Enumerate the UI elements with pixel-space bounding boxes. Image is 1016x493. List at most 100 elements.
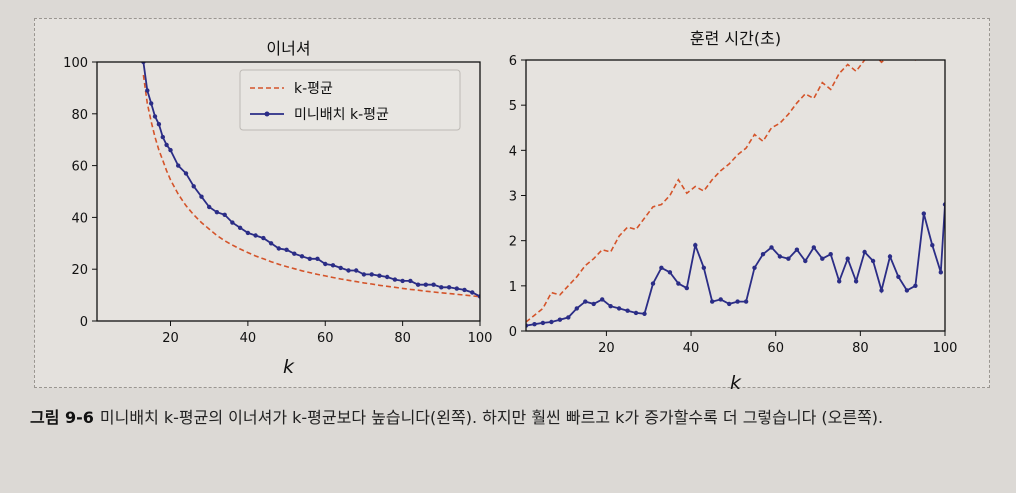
inertia-minibatch-point [156,122,162,127]
training-time-minibatch-point [625,308,630,313]
inertia-minibatch-point [315,256,320,261]
inertia-minibatch-point [168,147,173,153]
training-time-ticks: 20 40 60 80 100 0 1 2 3 4 5 6 [509,54,958,356]
inertia-y-tick-label: 60 [71,160,88,175]
training-time-minibatch-point [811,245,816,250]
inertia-x-tick-label: 60 [317,331,334,346]
inertia-x-tick-label: 40 [240,331,257,346]
training-time-minibatch-point [786,256,791,261]
training-time-minibatch-point [777,254,783,259]
inertia-minibatch-point [176,163,181,168]
legend-label-kmeans: k-평균 [294,81,333,97]
inertia-minibatch-point [292,251,297,256]
training-time-minibatch-point [921,211,926,216]
training-time-minibatch-point [853,279,859,284]
inertia-minibatch-point [361,272,367,277]
training-time-x-tick-label: 80 [852,341,869,356]
inertia-minibatch-point [245,230,251,236]
training-time-minibatch-point [549,319,554,325]
training-time-y-tick-label: 3 [509,190,517,205]
training-time-minibatch-point [574,306,579,311]
training-time-minibatch-point [930,243,935,248]
training-time-x-tick-label: 40 [683,341,700,356]
training-time-x-axis-label: k [730,372,742,394]
training-time-minibatch-point [701,265,706,270]
training-time-minibatch-point [650,281,656,286]
training-time-x-tick-label: 20 [598,341,615,356]
training-time-minibatch-point [862,249,867,255]
training-time-minibatch-point [684,285,689,291]
training-time-minibatch-point [600,297,605,302]
inertia-chart-title: 이너셔 [266,39,310,58]
training-time-minibatch-point [633,310,639,316]
inertia-chart: 20 40 60 80 100 0 20 40 60 80 100 이너셔 k k-평균 미니배치 … [63,39,492,378]
training-time-minibatch-point [642,311,647,316]
training-time-y-tick-label: 2 [509,235,517,250]
training-time-minibatch-point [913,283,918,288]
training-time-minibatch-point [557,317,563,322]
inertia-series-group [141,62,480,299]
figure-caption-text: 미니배치 k-평균의 이너셔가 k-평균보다 높습니다(왼쪽). 하지만 훨씬 … [99,408,884,427]
inertia-x-tick-label: 100 [468,331,493,346]
inertia-minibatch-point [164,142,169,148]
inertia-minibatch-point [415,282,421,287]
training-time-y-tick-label: 6 [509,54,517,69]
inertia-minibatch-point [183,171,189,176]
figure-caption: 그림 9-6 미니배치 k-평균의 이너셔가 k-평균보다 높습니다(왼쪽). 하… [30,404,990,432]
training-time-y-tick-label: 1 [509,280,517,295]
training-time-minibatch-point [540,320,546,326]
inertia-minibatch-point [299,254,305,259]
training-time-x-tick-label: 60 [767,341,784,356]
inertia-series-line-kmeans [142,74,480,298]
training-time-minibatch-point [904,288,910,293]
inertia-minibatch-point [152,114,158,119]
inertia-minibatch-point [149,101,154,106]
inertia-minibatch-point [408,278,413,284]
training-time-minibatch-point [837,279,842,284]
training-time-minibatch-point [591,301,596,307]
inertia-minibatch-point [400,278,405,284]
inertia-minibatch-point [423,282,428,287]
inertia-axes-frame [96,61,481,322]
inertia-y-tick-label: 80 [71,108,88,123]
training-time-y-tick-label: 4 [509,144,517,159]
training-time-minibatch-point [870,258,876,264]
training-time-minibatch-point [845,256,850,261]
training-time-minibatch-point [583,299,588,304]
training-time-minibatch-point [659,265,664,270]
training-time-y-tick-label: 0 [509,325,517,340]
training-time-minibatch-point [938,270,943,275]
training-time-minibatch-point [727,301,732,307]
inertia-minibatch-point [160,134,165,140]
inertia-minibatch-point [470,290,475,295]
training-time-minibatch-point [667,270,673,275]
training-time-minibatch-point [718,297,723,302]
legend-box [239,69,461,131]
training-time-minibatch-point [743,299,749,304]
training-time-minibatch-point [532,322,537,327]
inertia-minibatch-point [446,285,452,290]
inertia-minibatch-point [222,212,227,217]
inertia-minibatch-point [307,256,312,261]
training-time-minibatch-point [769,245,774,250]
inertia-minibatch-point [261,235,266,241]
inertia-minibatch-point [199,194,204,199]
inertia-minibatch-point [145,88,150,93]
legend-swatch-minibatch-marker [264,111,270,117]
inertia-minibatch-point [354,268,359,273]
inertia-ticks: 20 40 60 80 100 0 20 40 60 80 100 [63,56,492,346]
inertia-minibatch-point [392,277,398,282]
inertia-minibatch-point [237,225,243,230]
training-time-minibatch-point [828,252,833,257]
inertia-minibatch-point [330,263,336,268]
training-time-minibatch-point [616,306,622,311]
inertia-x-tick-label: 20 [162,331,179,346]
training-time-minibatch-point [752,265,757,270]
training-time-minibatch-point [710,299,715,304]
inertia-y-tick-label: 20 [71,263,88,278]
inertia-minibatch-point [276,246,281,251]
inertia-minibatch-point [230,220,235,225]
inertia-minibatch-point [323,261,328,267]
inertia-minibatch-point [369,272,374,277]
inertia-y-tick-label: 100 [63,56,88,71]
